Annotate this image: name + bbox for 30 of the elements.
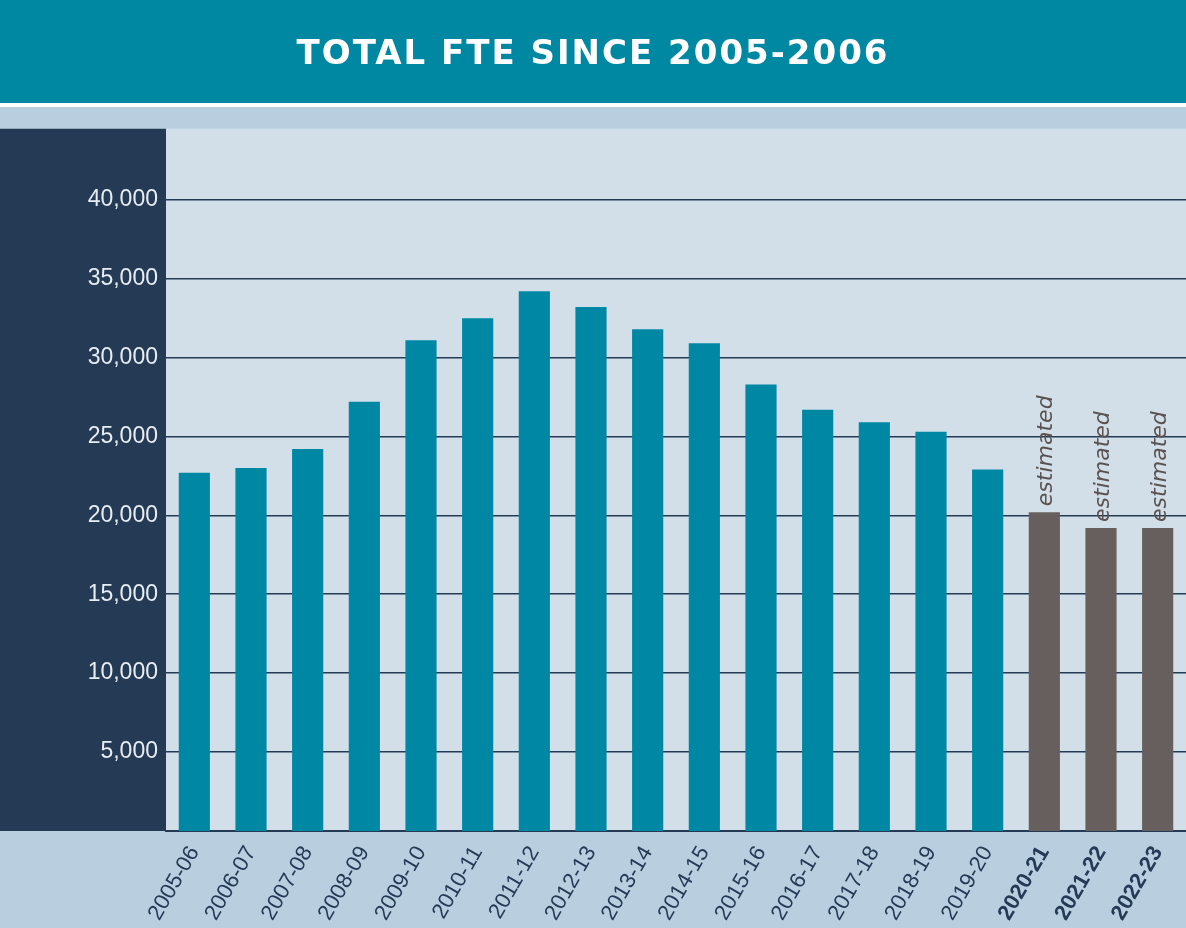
bar [178, 472, 210, 831]
y-tick-label: 5,000 [100, 737, 158, 764]
y-tick-label: 20,000 [87, 500, 158, 527]
annotation: estimated [1032, 394, 1058, 507]
y-tick-label: 25,000 [87, 421, 158, 448]
bar [1142, 527, 1174, 831]
bar [518, 291, 550, 831]
y-tick-label: 30,000 [87, 342, 158, 369]
bar [1085, 527, 1117, 831]
y-tick-label: 10,000 [87, 658, 158, 685]
bar [405, 340, 437, 831]
bar [972, 469, 1004, 831]
annotation: estimated [1145, 410, 1171, 522]
y-tick-label: 40,000 [87, 185, 158, 212]
bar [802, 409, 834, 831]
bar [292, 449, 324, 831]
y-tick-label: 15,000 [87, 579, 158, 606]
bar [745, 384, 777, 831]
bar [1028, 512, 1060, 831]
bar [462, 318, 494, 831]
annotation: estimated [1089, 410, 1114, 522]
bar [858, 422, 890, 831]
bar [348, 401, 380, 831]
y-tick-label: 35,000 [87, 264, 158, 291]
bar [235, 468, 267, 831]
bar [575, 307, 607, 831]
bar [632, 329, 664, 831]
bar [915, 431, 947, 831]
chart-title: TOTAL FTE SINCE 2005-2006 [0, 0, 1186, 107]
bar [688, 343, 720, 831]
